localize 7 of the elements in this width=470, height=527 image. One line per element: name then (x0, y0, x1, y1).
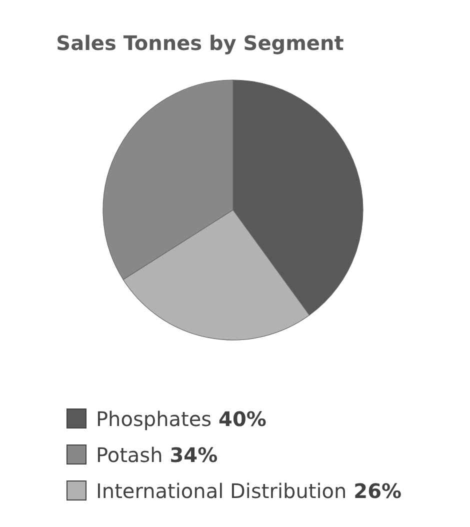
legend-label: Potash (96, 443, 163, 467)
legend-label: Phosphates (96, 407, 212, 431)
data-label: 26% (346, 479, 402, 503)
legend-label: International Distribution (96, 479, 347, 503)
data-label: 40% (212, 407, 266, 431)
data-label: 34% (162, 443, 218, 467)
chart-title: Sales Tonnes by Segment (56, 31, 344, 55)
